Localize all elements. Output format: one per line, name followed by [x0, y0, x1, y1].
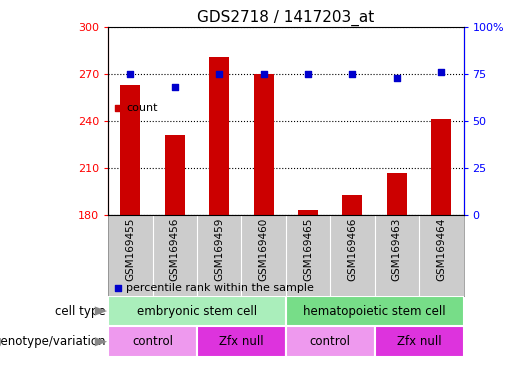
- Point: [393, 74, 401, 81]
- Text: control: control: [310, 335, 351, 348]
- Text: cell type: cell type: [55, 305, 106, 318]
- Bar: [342, 195, 363, 215]
- Text: GSM169460: GSM169460: [259, 217, 269, 281]
- Text: GSM169459: GSM169459: [214, 217, 224, 281]
- Text: GSM169455: GSM169455: [125, 217, 135, 281]
- Polygon shape: [95, 306, 107, 316]
- Bar: [286, 296, 464, 326]
- Text: hematopoietic stem cell: hematopoietic stem cell: [303, 305, 446, 318]
- Point: [304, 71, 312, 77]
- Bar: [165, 135, 185, 215]
- Text: percentile rank within the sample: percentile rank within the sample: [126, 283, 314, 293]
- Point: [348, 71, 356, 77]
- Text: GSM169456: GSM169456: [170, 217, 180, 281]
- Text: GSM169464: GSM169464: [436, 217, 447, 281]
- Point: [215, 71, 224, 77]
- Polygon shape: [95, 337, 107, 346]
- Bar: [375, 326, 464, 357]
- Title: GDS2718 / 1417203_at: GDS2718 / 1417203_at: [197, 9, 374, 25]
- Bar: [387, 173, 407, 215]
- Text: Zfx null: Zfx null: [219, 335, 264, 348]
- Text: genotype/variation: genotype/variation: [0, 335, 106, 348]
- Text: control: control: [132, 335, 173, 348]
- Text: GSM169463: GSM169463: [392, 217, 402, 281]
- Bar: [431, 119, 451, 215]
- Bar: [253, 74, 273, 215]
- Point: [114, 104, 123, 111]
- Bar: [209, 57, 229, 215]
- Point: [260, 71, 268, 77]
- Bar: [286, 326, 375, 357]
- Text: Zfx null: Zfx null: [397, 335, 441, 348]
- Text: GSM169466: GSM169466: [348, 217, 357, 281]
- Text: embryonic stem cell: embryonic stem cell: [137, 305, 257, 318]
- Point: [126, 71, 134, 77]
- Bar: [108, 296, 286, 326]
- Point: [114, 285, 123, 291]
- Bar: [108, 326, 197, 357]
- Point: [170, 84, 179, 90]
- Bar: [121, 85, 141, 215]
- Bar: [197, 326, 286, 357]
- Point: [437, 69, 445, 75]
- Bar: [298, 210, 318, 215]
- Text: count: count: [126, 103, 158, 113]
- Text: GSM169465: GSM169465: [303, 217, 313, 281]
